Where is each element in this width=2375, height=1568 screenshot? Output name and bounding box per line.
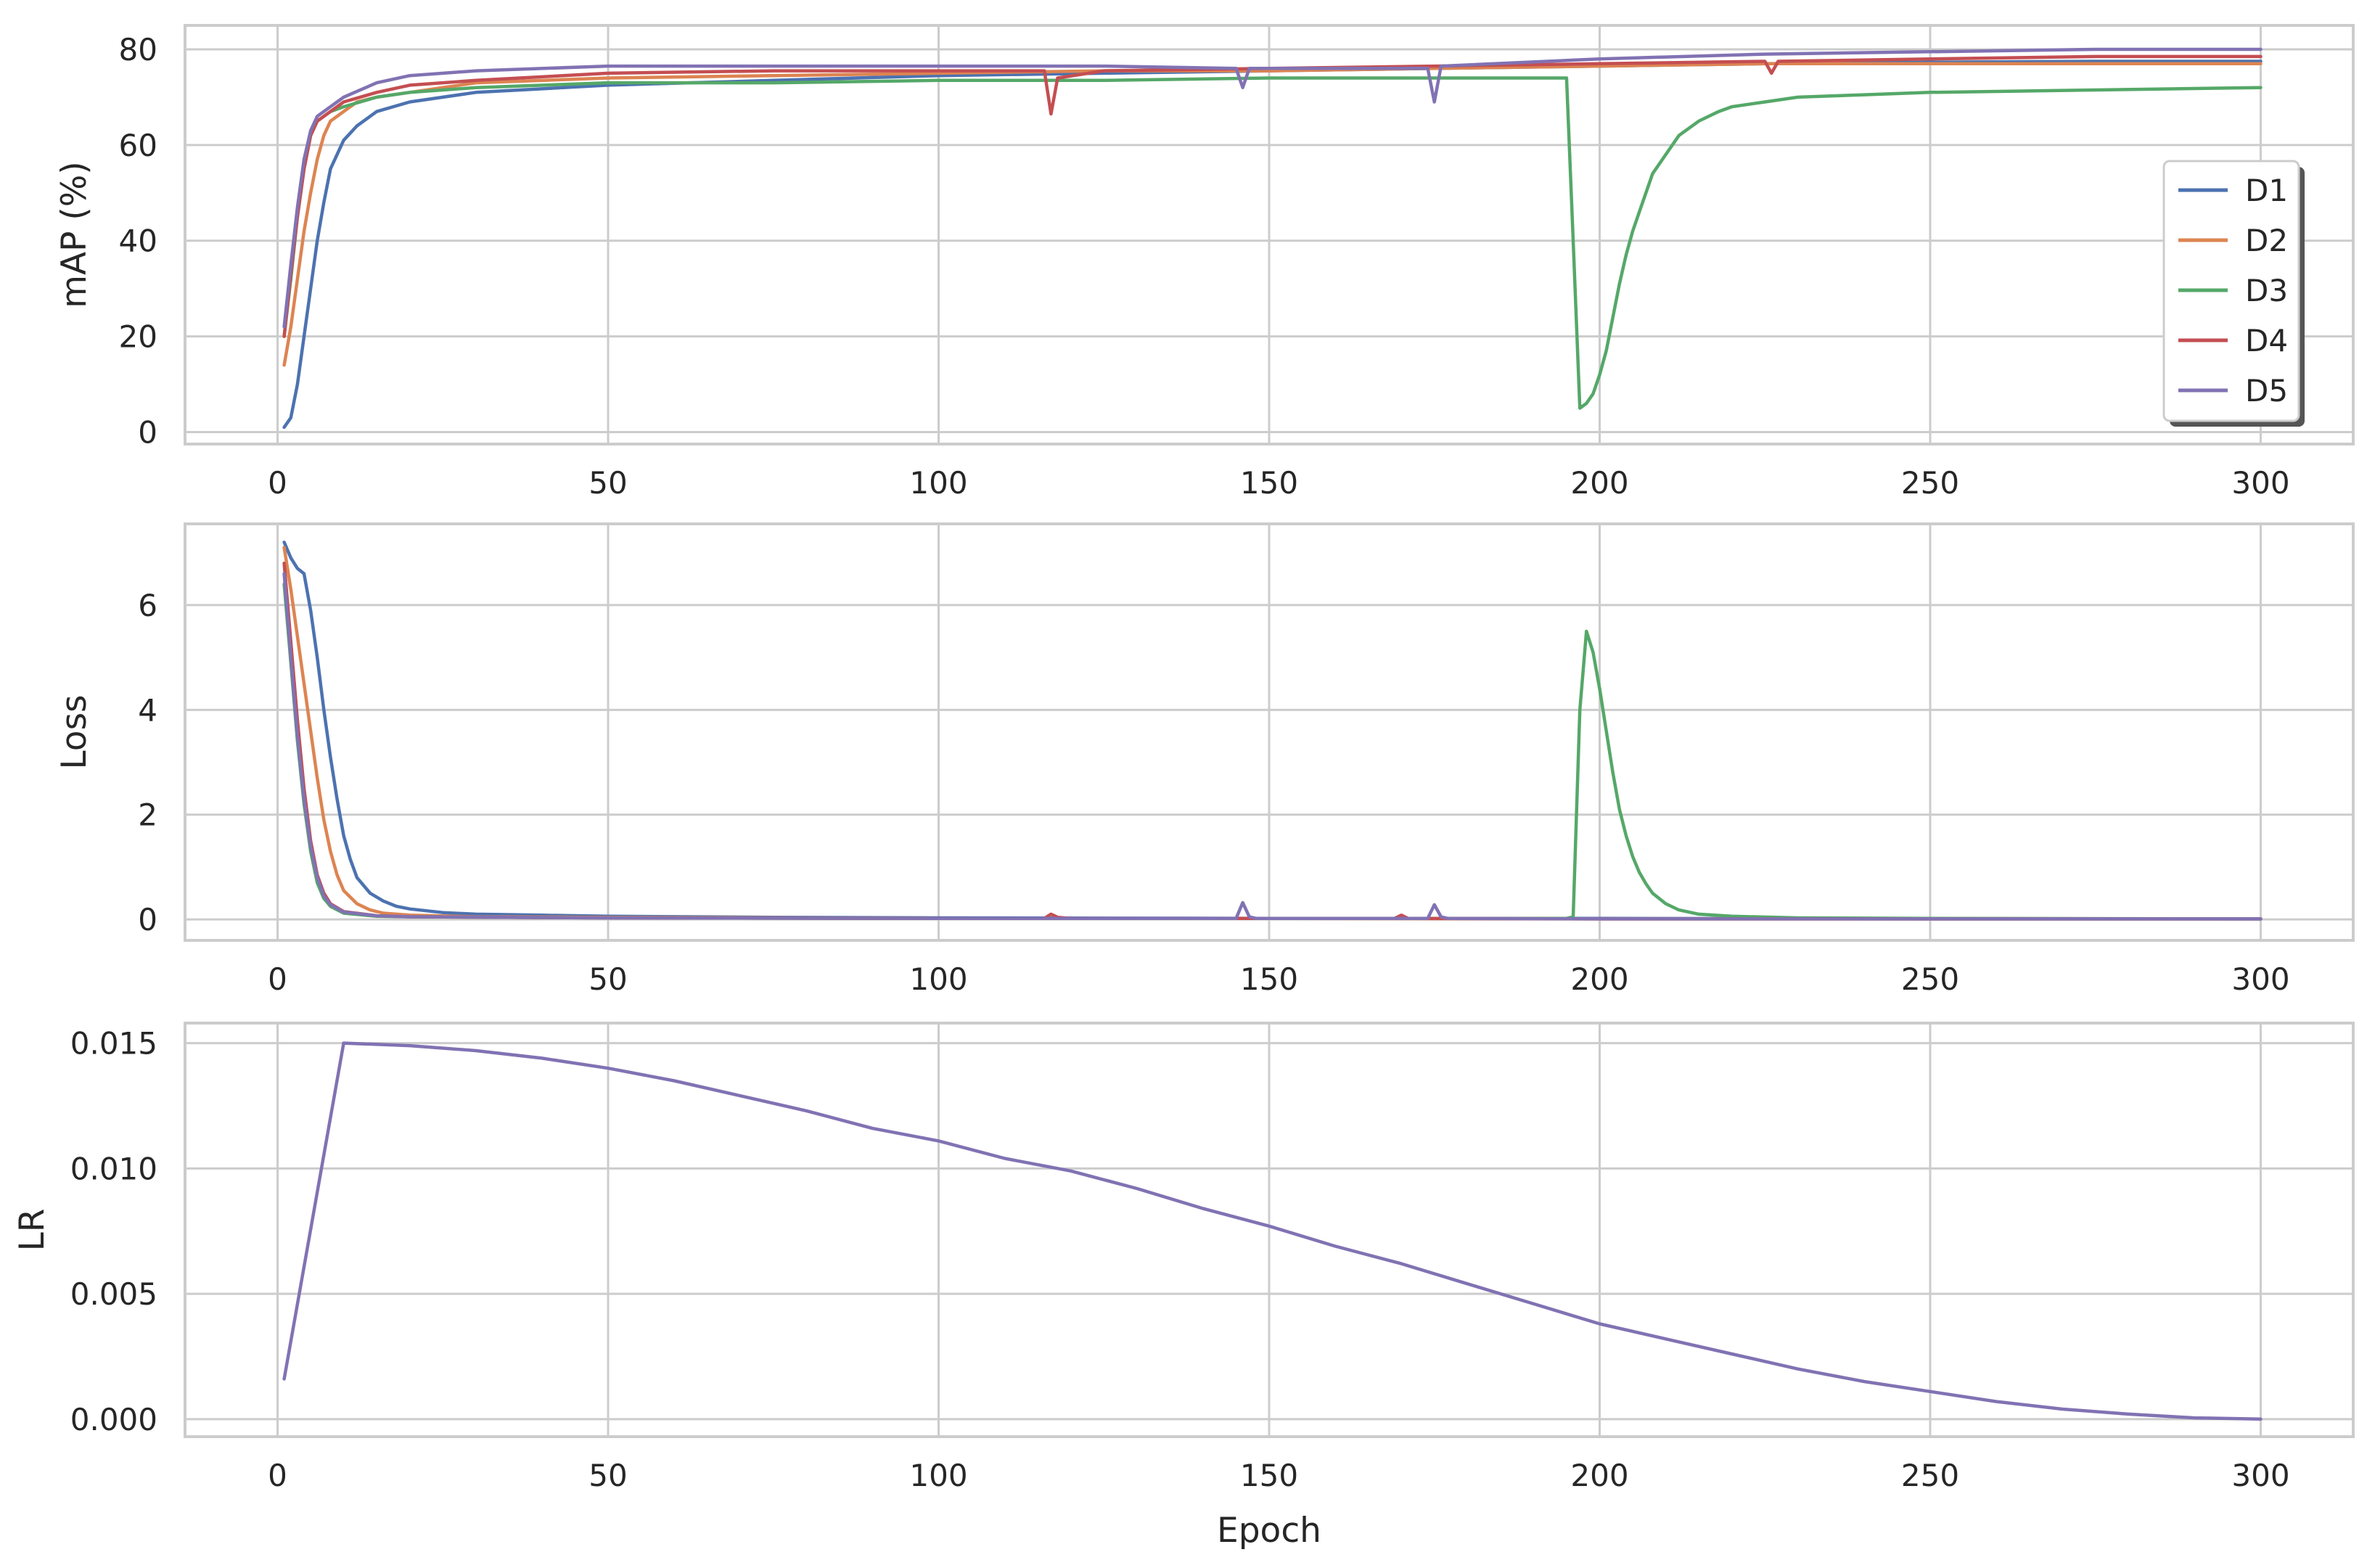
legend: D1 D2 D3 D4 D5 [2162,160,2305,427]
series-line-d2 [282,62,2263,367]
y-tick-label: 40 [119,223,157,259]
legend-box [2162,160,2300,422]
subplot-2: 0 50 100 150 200 250 300 0 2 4 6 Loss [54,522,2355,997]
series-line-d4 [282,54,2263,338]
y-axis-label: LR [12,1209,52,1252]
x-tick-label: 250 [1901,465,1959,501]
series-line-d2 [282,546,2263,921]
x-tick-label: 300 [2231,961,2289,997]
x-tick-label: 250 [1901,1458,1959,1493]
series-line-d5 [282,572,2263,921]
legend-label: D1 [2245,173,2288,208]
series-line-d3 [282,76,2263,410]
y-tick-label: 80 [119,32,157,67]
y-tick-label: 6 [138,588,157,623]
x-tick-label: 150 [1240,961,1298,997]
legend-label: D4 [2245,323,2288,358]
x-tick-label: 100 [909,961,967,997]
legend-label: D2 [2245,223,2288,258]
x-tick-label: 200 [1570,961,1628,997]
y-axis-label: mAP (%) [54,161,94,308]
x-tick-label: 50 [588,465,627,501]
y-tick-label: 0.010 [70,1151,157,1186]
series-line-d4 [282,561,2263,921]
x-tick-label: 300 [2231,1458,2289,1493]
series-line-lr [282,1041,2263,1421]
y-tick-label: 20 [119,319,157,355]
x-tick-label: 150 [1240,1458,1298,1493]
x-tick-label: 50 [588,1458,627,1493]
x-tick-label: 200 [1570,1458,1628,1493]
legend-label: D5 [2245,373,2288,409]
y-tick-label: 0 [138,902,157,937]
y-axis-label: Loss [54,694,94,769]
y-tick-label: 60 [119,128,157,163]
y-tick-label: 0.015 [70,1026,157,1062]
x-tick-label: 100 [909,1458,967,1493]
x-axis-label: Epoch [1217,1511,1321,1551]
axes-frame [184,1022,2355,1438]
y-tick-label: 0 [138,415,157,451]
series-line-d1 [282,541,2263,921]
x-tick-label: 0 [268,465,287,501]
axes-frame [184,522,2355,942]
y-tick-label: 4 [138,692,157,728]
y-tick-label: 0.000 [70,1402,157,1437]
x-tick-label: 200 [1570,465,1628,501]
series-line-d5 [282,47,2263,329]
series-line-d3 [282,582,2263,921]
x-tick-label: 50 [588,961,627,997]
x-tick-label: 100 [909,465,967,501]
x-tick-label: 300 [2231,465,2289,501]
x-tick-label: 0 [268,1458,287,1493]
y-tick-label: 0.005 [70,1276,157,1312]
axes-frame [184,24,2355,446]
subplot-3: 0 50 100 150 200 250 300 0.000 0.005 0.010 0.015 LR… [12,1022,2355,1551]
legend-label: D3 [2245,273,2288,308]
y-tick-label: 2 [138,797,157,833]
x-tick-label: 0 [268,961,287,997]
x-tick-label: 250 [1901,961,1959,997]
series-line-d1 [282,59,2263,430]
subplot-1: 0 50 100 150 200 250 300 0 20 40 60 80 mAP (%) D1 D2 D3… [54,24,2355,501]
x-tick-label: 150 [1240,465,1298,501]
